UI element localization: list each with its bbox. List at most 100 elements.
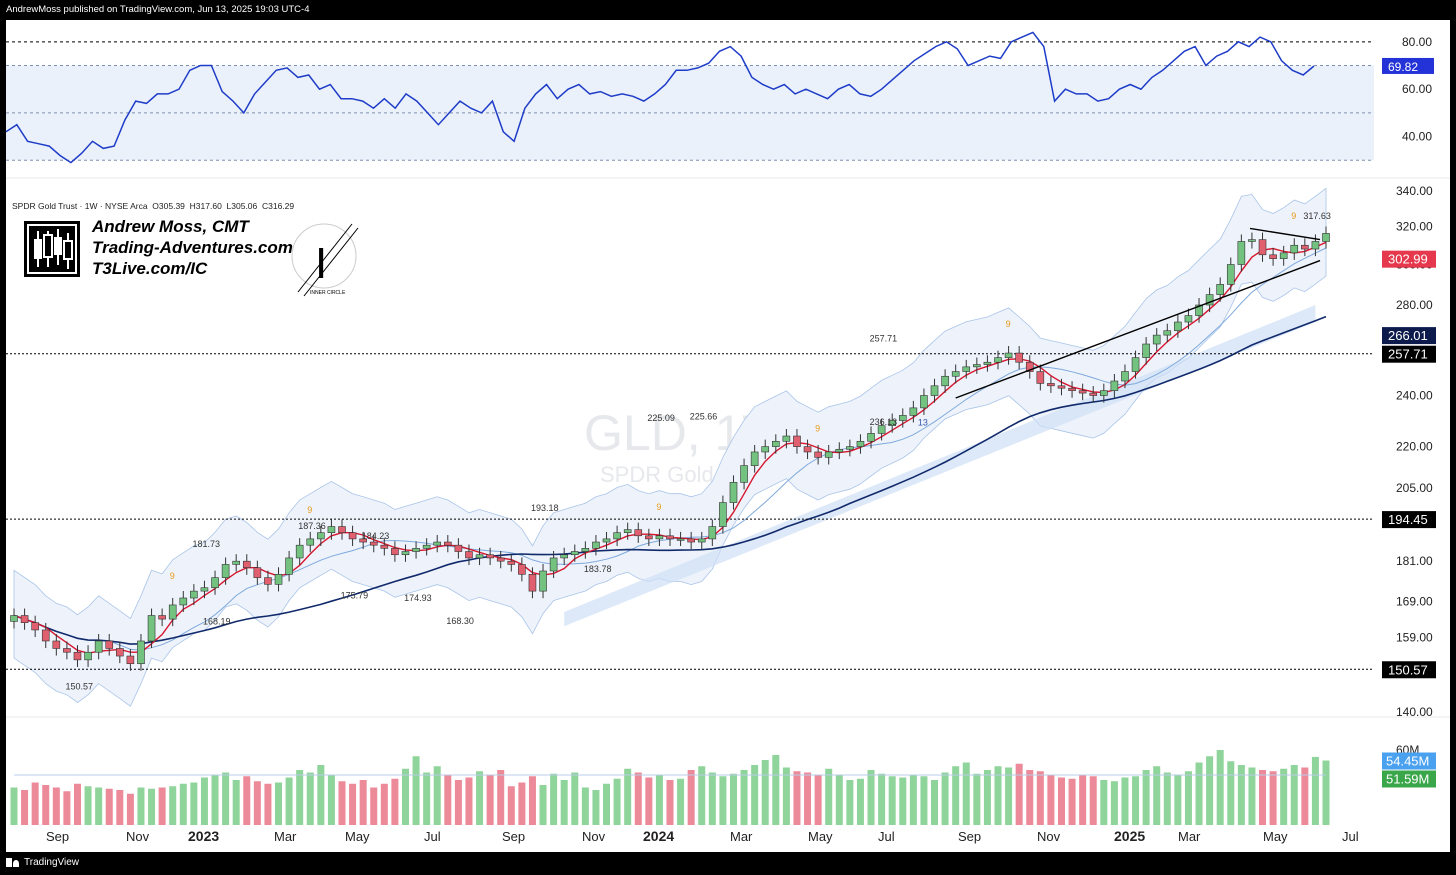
candle-body <box>359 538 367 543</box>
candle-body <box>793 435 801 447</box>
volume-bar <box>391 778 399 825</box>
candle-body <box>1226 264 1235 285</box>
candle-body <box>200 587 209 592</box>
volume-bar <box>814 775 822 825</box>
volume-bar <box>73 783 81 825</box>
x-axis-label: Mar <box>730 829 753 844</box>
sma-40-line <box>13 315 1327 645</box>
volume-bar <box>1322 760 1330 825</box>
chart-canvas[interactable]: 80.00 60.00 40.00 69.82 GLD, 1W SPDR Gold Tru… <box>6 20 1450 852</box>
candle-body <box>729 482 738 503</box>
candle-body <box>930 385 939 396</box>
candle-body <box>623 529 632 533</box>
x-axis-label: Jul <box>1342 829 1359 844</box>
symbol-legend[interactable]: SPDR Gold Trust · 1W · NYSE Arca O305.39… <box>12 201 294 211</box>
price-axis-tick: 169.00 <box>1396 594 1433 608</box>
candle-body <box>655 535 664 540</box>
trendline-top <box>1249 227 1321 241</box>
volume-bar <box>1216 750 1224 825</box>
setup-9-marker: 9 <box>1291 211 1296 221</box>
volume-bar <box>994 766 1002 825</box>
volume-bar <box>1184 771 1192 825</box>
volume-bar <box>1036 771 1044 825</box>
candle-body <box>433 541 442 546</box>
rsi-axis-tick: 60.00 <box>1402 82 1432 96</box>
candle-body <box>274 574 283 585</box>
price-axis-tick: 181.00 <box>1396 554 1433 568</box>
price-tag <box>1382 345 1436 363</box>
volume-bar <box>973 773 981 825</box>
candle-body <box>613 532 621 540</box>
volume-bar <box>613 778 621 825</box>
volume-bar <box>444 775 452 825</box>
volume-bar <box>962 762 970 825</box>
x-axis-label: Nov <box>582 829 606 844</box>
volume-bar <box>476 771 484 825</box>
candle-body <box>295 544 304 559</box>
volume-bar <box>243 776 251 825</box>
rsi-axis-tick: 40.00 <box>1402 130 1432 144</box>
volume-bar <box>1005 767 1013 825</box>
volume-bar <box>825 768 833 825</box>
brand-site: Trading-Adventures.com <box>92 238 293 257</box>
volume-bar <box>719 776 727 825</box>
volume-bar <box>528 776 536 825</box>
candle-body <box>116 648 124 657</box>
candle-body <box>1110 380 1119 391</box>
candle-body <box>962 366 971 372</box>
candle-body <box>1269 254 1277 259</box>
candle-body <box>306 538 315 546</box>
candle-body <box>898 415 907 421</box>
branding-block: Andrew Moss, CMT Trading-Adventures.com … <box>24 216 364 306</box>
candle-body <box>708 526 717 540</box>
volume-tag <box>1382 752 1436 770</box>
candle-body <box>888 420 896 426</box>
price-tag-label: 302.99 <box>1388 252 1428 267</box>
candle-body <box>592 541 600 549</box>
volume-bar <box>1121 777 1129 825</box>
volume-bar <box>1100 780 1108 825</box>
candle-body <box>1184 315 1193 323</box>
x-axis-label: Sep <box>502 829 525 844</box>
legend-open: O305.39 <box>152 201 185 211</box>
volume-tag-label: 51.59M <box>1386 772 1429 787</box>
volume-bar <box>1269 771 1277 825</box>
volume-bar <box>370 787 378 825</box>
volume-bar <box>169 786 177 825</box>
volume-bar <box>275 782 283 825</box>
candle-body <box>539 570 547 592</box>
x-axis-label: May <box>808 829 833 844</box>
volume-bar <box>846 780 854 825</box>
trendline-up <box>955 259 1321 399</box>
setup-9-marker: 9 <box>170 571 175 581</box>
price-tag <box>1382 327 1436 345</box>
volume-bar <box>454 780 462 825</box>
published-header: AndrewMoss published on TradingView.com,… <box>6 4 310 15</box>
volume-bar <box>708 772 716 825</box>
price-axis-tick: 159.00 <box>1396 630 1433 644</box>
candle-body <box>475 554 484 559</box>
candle-body <box>211 577 219 589</box>
x-axis-label: Sep <box>46 829 69 844</box>
volume-bar <box>518 782 526 825</box>
volume-bar <box>296 770 304 825</box>
volume-bar <box>571 772 579 825</box>
price-tag <box>1382 511 1436 529</box>
candle-body <box>1290 244 1299 254</box>
x-axis-label: May <box>345 829 370 844</box>
volume-bar <box>729 773 737 825</box>
price-annotation: 150.57 <box>65 681 93 691</box>
volume-bar <box>349 783 357 825</box>
candle-body <box>94 640 103 653</box>
x-axis-label: Nov <box>126 829 150 844</box>
candle-body <box>221 564 230 578</box>
brand-site-2: T3Live.com/IC <box>92 259 208 278</box>
legend-low: L305.06 <box>226 201 258 211</box>
volume-bar <box>105 788 113 825</box>
candle-body <box>31 622 39 631</box>
volume-bar <box>867 770 875 825</box>
volume-bar <box>740 770 748 825</box>
candle-body <box>983 361 992 365</box>
tradingview-logo-icon <box>6 858 20 867</box>
